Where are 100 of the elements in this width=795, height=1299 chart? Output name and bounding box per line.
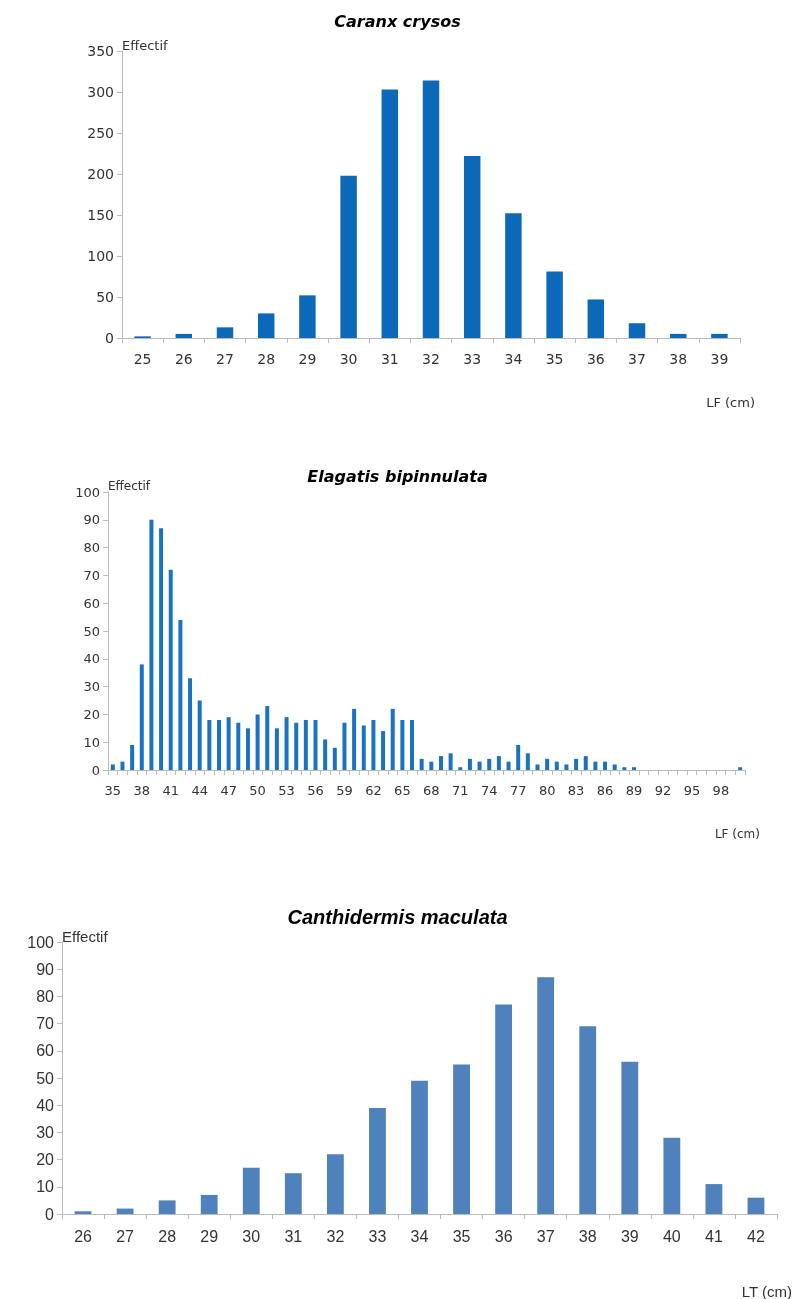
bar [130,744,135,770]
y-tick-label: 0 [91,762,100,778]
x-tick-label: 32 [422,351,440,367]
bar [477,761,482,770]
y-axis-title: Effectif [62,927,109,945]
bar [158,1200,176,1214]
x-tick-label: 36 [586,351,605,367]
x-tick-label: 38 [578,1227,597,1245]
bar [628,323,646,338]
bar [255,714,260,770]
bar [74,1211,92,1214]
bar [216,327,234,338]
x-tick-label: 26 [74,1227,93,1245]
bar [621,1061,639,1214]
bar [371,719,376,770]
bar [299,295,316,338]
x-tick-label: 30 [242,1227,261,1245]
x-tick-label: 71 [452,783,469,798]
bar [448,753,453,770]
bar [257,313,275,338]
bar [564,764,569,770]
bar [574,758,579,770]
y-tick-label: 70 [83,567,100,583]
bar [361,725,366,770]
x-tick-label: 65 [394,783,411,798]
bar [410,719,415,770]
bar [429,761,434,770]
bar [593,761,598,770]
y-tick-label: 200 [87,166,114,182]
bar [120,761,125,770]
bar [487,758,492,770]
x-tick-label: 39 [620,1227,639,1245]
bar [216,719,221,770]
bar [669,333,687,338]
y-tick-label: 300 [87,84,114,100]
x-tick-label: 68 [423,783,440,798]
y-tick-label: 50 [83,623,100,639]
bar [390,708,395,770]
y-tick-label: 30 [83,679,100,695]
y-tick-label: 80 [36,987,55,1005]
bar [495,1004,513,1214]
bar [168,569,173,770]
bar [506,761,511,770]
chart-title: Caranx crysos [334,11,461,31]
x-tick-label: 41 [705,1227,723,1245]
y-tick-label: 50 [36,1069,55,1087]
bar [200,1194,218,1214]
bar [438,756,443,770]
x-tick-label: 32 [326,1227,345,1245]
bar [587,299,605,338]
x-tick-label: 62 [365,783,382,798]
bar [159,528,164,770]
x-tick-label: 37 [628,351,646,367]
x-tick-label: 41 [162,783,180,798]
bar [342,722,347,770]
bar [525,753,530,770]
x-tick-label: 92 [654,783,672,798]
x-tick-label: 28 [257,351,276,367]
x-tick-label: 27 [216,351,234,367]
bar [340,175,357,338]
bar [369,1107,386,1214]
bar [622,767,627,770]
y-axis-title: Effectif [108,479,151,493]
bar [303,719,308,770]
bar [579,1026,597,1214]
bar [545,758,550,770]
y-axis-title: Effectif [122,37,169,53]
x-tick-label: 83 [567,783,585,798]
x-tick-label: 34 [504,351,523,367]
y-tick-label: 80 [83,540,100,556]
x-tick-label: 42 [747,1227,765,1245]
bar [546,271,563,338]
y-tick-label: 150 [87,207,114,223]
bar [274,728,279,770]
x-tick-label: 30 [339,351,358,367]
x-tick-label: 47 [220,783,237,798]
y-tick-label: 10 [83,734,100,750]
x-tick-label: 35 [104,783,122,798]
bar [242,1167,260,1214]
chart-title: Elagatis bipinnulata [307,466,488,486]
x-tick-label: 59 [336,783,353,798]
x-tick-label: 28 [158,1227,177,1245]
bar [381,731,386,770]
x-tick-label: 38 [669,351,688,367]
x-tick-label: 29 [200,1227,219,1245]
bar [505,213,522,338]
x-tick-label: 98 [712,783,730,798]
x-tick-label: 33 [368,1227,387,1245]
x-tick-label: 40 [662,1227,681,1245]
x-tick-label: 89 [625,783,643,798]
x-tick-label: 74 [480,783,498,798]
y-tick-label: 100 [27,933,55,951]
bar [411,1080,428,1214]
x-axis-title: LF (cm) [706,395,755,410]
x-tick-label: 77 [509,783,527,798]
bar [463,155,481,338]
bar [422,80,440,338]
y-tick-label: 60 [83,595,100,611]
bar [323,739,328,770]
bar [245,728,250,770]
